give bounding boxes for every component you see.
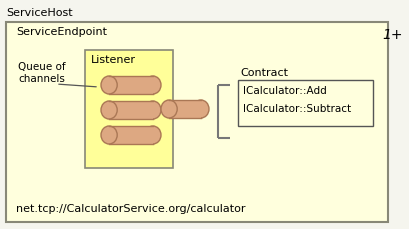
Text: Queue of
channels: Queue of channels — [18, 62, 65, 85]
Ellipse shape — [145, 101, 161, 119]
Bar — [169, 100, 201, 118]
Ellipse shape — [145, 126, 161, 144]
Bar — [109, 76, 153, 94]
Text: Listener: Listener — [91, 55, 136, 65]
Ellipse shape — [101, 76, 117, 94]
Text: Contract: Contract — [240, 68, 288, 78]
Ellipse shape — [193, 100, 209, 118]
Ellipse shape — [161, 100, 177, 118]
Bar — [109, 126, 153, 144]
Ellipse shape — [101, 126, 117, 144]
Text: ServiceHost: ServiceHost — [6, 8, 73, 18]
Ellipse shape — [101, 101, 117, 119]
Bar — [109, 126, 153, 144]
Text: net.tcp://CalculatorService.org/calculator: net.tcp://CalculatorService.org/calculat… — [16, 204, 245, 214]
FancyBboxPatch shape — [6, 22, 388, 222]
FancyBboxPatch shape — [238, 80, 373, 126]
Bar — [109, 101, 153, 119]
Text: ServiceEndpoint: ServiceEndpoint — [16, 27, 107, 37]
Bar — [109, 76, 153, 94]
Ellipse shape — [145, 76, 161, 94]
Text: 1+: 1+ — [382, 28, 403, 42]
FancyBboxPatch shape — [85, 50, 173, 168]
Text: ICalculator::Add: ICalculator::Add — [243, 86, 327, 96]
Bar — [109, 101, 153, 119]
Text: ICalculator::Subtract: ICalculator::Subtract — [243, 104, 351, 114]
Bar — [169, 100, 201, 118]
